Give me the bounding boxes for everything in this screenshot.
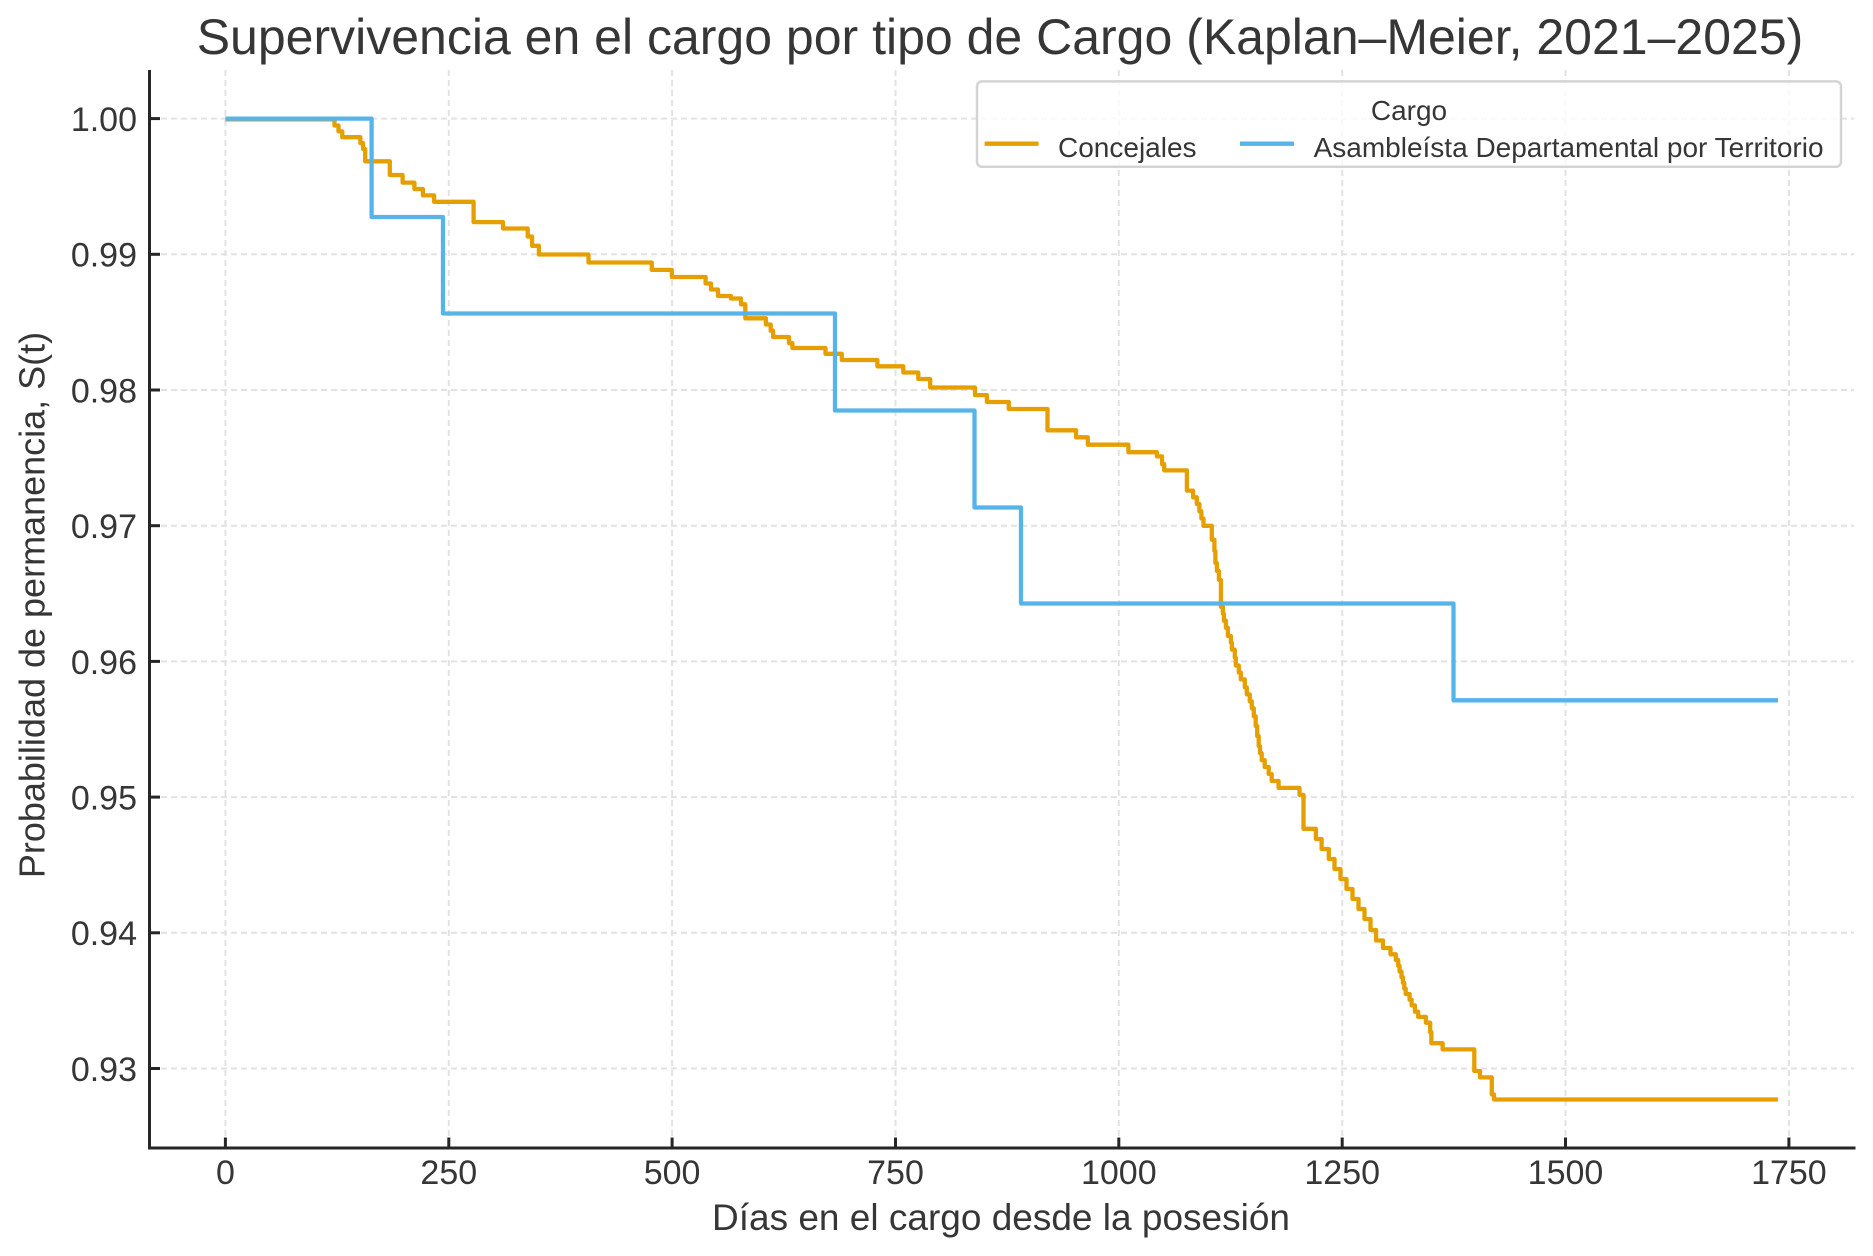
svg-text:0.96: 0.96 [71, 644, 137, 682]
svg-text:1000: 1000 [1081, 1154, 1157, 1192]
svg-text:Cargo: Cargo [1371, 95, 1447, 126]
svg-text:1750: 1750 [1751, 1154, 1827, 1192]
svg-text:Días en el cargo desde la pose: Días en el cargo desde la posesión [712, 1197, 1290, 1238]
svg-text:Asambleísta Departamental por: Asambleísta Departamental por Territorio [1314, 132, 1824, 163]
svg-text:1250: 1250 [1304, 1154, 1380, 1192]
svg-text:0.94: 0.94 [71, 915, 137, 953]
svg-text:1.00: 1.00 [71, 101, 137, 139]
svg-text:Probabilidad de permanencia, S: Probabilidad de permanencia, S(t) [12, 332, 53, 878]
svg-text:0: 0 [216, 1154, 235, 1192]
svg-text:0.95: 0.95 [71, 780, 137, 818]
svg-text:250: 250 [420, 1154, 477, 1192]
svg-text:0.97: 0.97 [71, 508, 137, 546]
svg-text:0.98: 0.98 [71, 372, 137, 410]
svg-text:Concejales: Concejales [1058, 132, 1197, 163]
svg-text:1500: 1500 [1528, 1154, 1604, 1192]
svg-text:500: 500 [644, 1154, 701, 1192]
svg-text:0.99: 0.99 [71, 237, 137, 275]
svg-text:0.93: 0.93 [71, 1051, 137, 1089]
svg-text:750: 750 [867, 1154, 924, 1192]
svg-text:Supervivencia en el cargo por: Supervivencia en el cargo por tipo de Ca… [197, 9, 1804, 65]
